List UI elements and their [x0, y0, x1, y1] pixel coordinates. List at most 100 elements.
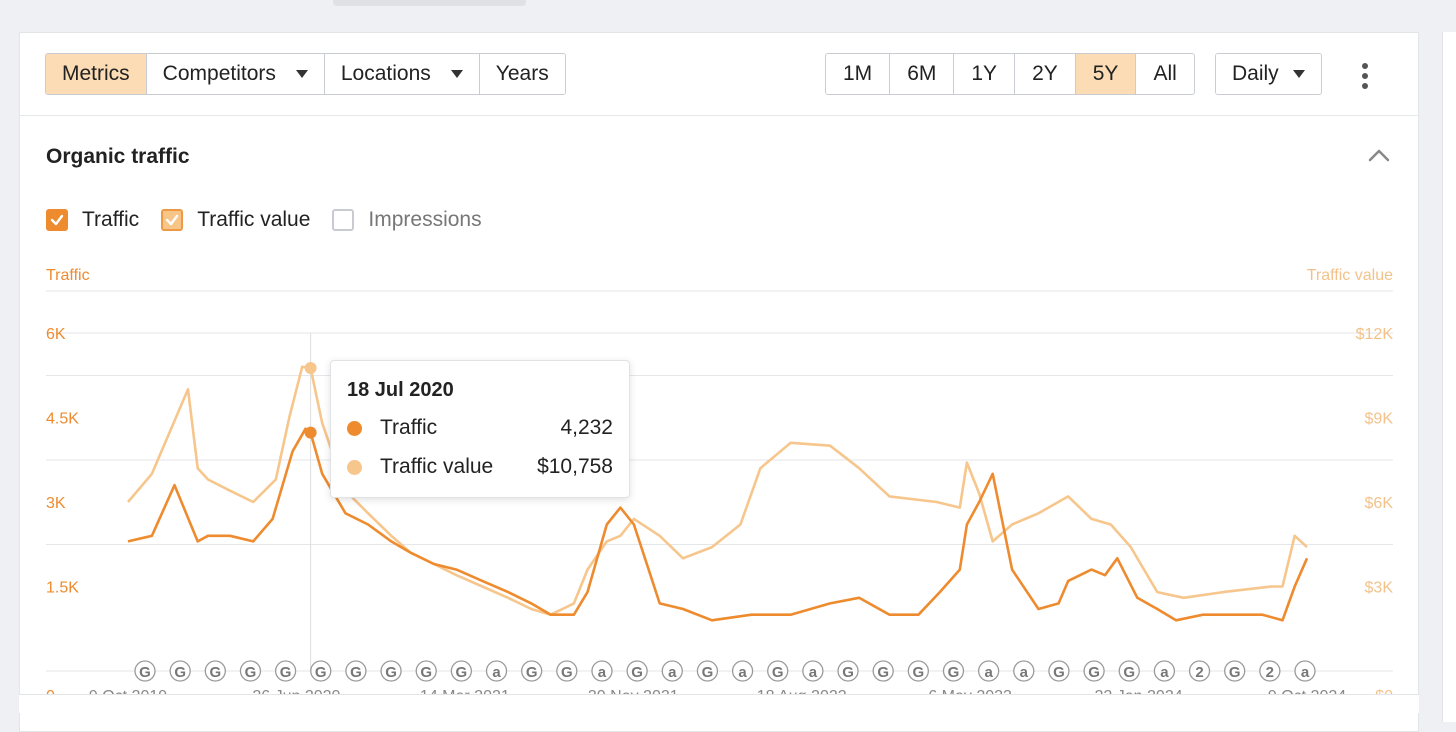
- svg-text:G: G: [139, 664, 151, 681]
- hover-tooltip: 18 Jul 2020 Traffic 4,232 Traffic value …: [330, 360, 630, 498]
- event-marker-google-update[interactable]: G: [380, 660, 402, 682]
- checkbox-checked-icon[interactable]: [161, 209, 184, 231]
- series-toggles: Traffic Traffic value Impressions: [46, 208, 504, 232]
- range-all-button[interactable]: All: [1136, 54, 1194, 94]
- next-card-edge: [19, 694, 1419, 713]
- svg-text:G: G: [842, 664, 854, 681]
- right-tick-label: $0: [1375, 688, 1393, 698]
- range-2y-button[interactable]: 2Y: [1015, 54, 1076, 94]
- event-marker-cluster[interactable]: 2: [1259, 660, 1281, 682]
- traffic-value-toggle[interactable]: Traffic value: [161, 208, 310, 232]
- event-marker-annotation[interactable]: a: [1153, 660, 1176, 682]
- organic-traffic-chart[interactable]: Traffic Traffic value 0 1.5K 3K 4.5K 6K $0 $3…: [20, 258, 1418, 698]
- event-marker-google-update[interactable]: G: [345, 660, 367, 682]
- event-marker-google-update[interactable]: G: [310, 660, 332, 682]
- x-tick-label: 18 Aug 2022: [757, 688, 847, 698]
- x-tick-label: 14 Mar 2021: [420, 688, 510, 698]
- event-marker-google-update[interactable]: G: [872, 660, 894, 682]
- event-marker-google-update[interactable]: G: [696, 660, 719, 682]
- kebab-vertical-icon[interactable]: [1354, 61, 1376, 91]
- toolbar-metrics-button[interactable]: Metrics: [46, 54, 147, 94]
- toolbar-competitors-button[interactable]: Competitors: [146, 54, 325, 94]
- event-marker-google-update[interactable]: G: [1048, 660, 1070, 682]
- checkbox-unchecked-icon[interactable]: [332, 209, 355, 231]
- svg-text:G: G: [877, 664, 889, 681]
- event-marker-cluster[interactable]: 2: [1188, 660, 1211, 682]
- toolbar-years-button[interactable]: Years: [479, 54, 565, 94]
- tooltip-row-traffic: Traffic 4,232: [347, 414, 613, 442]
- chart-toolbar: Metrics Competitors Locations Years 1M 6M 1Y 2…: [20, 33, 1418, 116]
- range-1m-button[interactable]: 1M: [826, 54, 891, 94]
- event-marker-google-update[interactable]: G: [239, 660, 262, 682]
- event-marker-annotation[interactable]: a: [802, 660, 824, 682]
- event-marker-annotation[interactable]: a: [977, 660, 1000, 682]
- event-marker-google-update[interactable]: G: [1083, 660, 1105, 682]
- range-1y-button[interactable]: 1Y: [954, 54, 1016, 94]
- svg-text:G: G: [1229, 664, 1241, 681]
- event-marker-google-update[interactable]: G: [837, 660, 859, 682]
- x-tick-label: 9 Oct 2024: [1268, 688, 1346, 698]
- range-6m-button[interactable]: 6M: [890, 54, 955, 94]
- impressions-toggle[interactable]: Impressions: [332, 208, 482, 232]
- tooltip-series-name: Traffic: [380, 416, 438, 439]
- svg-text:a: a: [1020, 664, 1029, 681]
- event-marker-google-update[interactable]: G: [1118, 660, 1140, 682]
- event-marker-google-update[interactable]: G: [134, 660, 156, 682]
- event-marker-google-update[interactable]: G: [415, 660, 437, 682]
- traffic-toggle[interactable]: Traffic: [46, 208, 139, 232]
- event-marker-annotation[interactable]: a: [1294, 660, 1316, 682]
- svg-text:G: G: [526, 664, 538, 681]
- series-line-traffic-value: [127, 365, 1308, 616]
- traffic-toggle-label: Traffic: [82, 208, 140, 231]
- svg-text:a: a: [1301, 664, 1310, 681]
- event-marker-google-update[interactable]: G: [626, 660, 648, 682]
- event-marker-google-update[interactable]: G: [767, 660, 789, 682]
- event-marker-annotation[interactable]: a: [485, 660, 508, 682]
- event-marker-google-update[interactable]: G: [450, 660, 473, 682]
- toolbar-button-label: Metrics: [62, 62, 130, 85]
- event-marker-google-update[interactable]: G: [942, 660, 965, 682]
- svg-text:a: a: [984, 664, 993, 681]
- svg-text:a: a: [668, 664, 677, 681]
- svg-text:G: G: [948, 664, 960, 681]
- tooltip-series-value: 4,232: [560, 416, 613, 439]
- svg-text:a: a: [809, 664, 818, 681]
- event-marker-annotation[interactable]: a: [591, 660, 613, 682]
- right-tick-label: $9K: [1365, 411, 1394, 428]
- event-marker-google-update[interactable]: G: [907, 660, 929, 682]
- event-marker-google-update[interactable]: G: [556, 660, 578, 682]
- event-marker-google-update[interactable]: G: [521, 660, 543, 682]
- time-range-group: 1M 6M 1Y 2Y 5Y All: [825, 53, 1195, 95]
- toolbar-button-label: Years: [495, 62, 549, 85]
- granularity-button[interactable]: Daily: [1216, 54, 1321, 94]
- svg-text:G: G: [280, 664, 292, 681]
- svg-text:a: a: [738, 664, 747, 681]
- svg-text:a: a: [492, 664, 501, 681]
- chevron-up-icon[interactable]: [1368, 147, 1390, 163]
- traffic-dot-icon: [347, 420, 362, 436]
- granularity-select[interactable]: Daily: [1215, 53, 1322, 95]
- range-5y-button[interactable]: 5Y: [1075, 54, 1137, 94]
- svg-text:G: G: [420, 664, 432, 681]
- view-mode-group: Metrics Competitors Locations Years: [45, 53, 566, 95]
- traffic-value-dot-icon: [347, 459, 362, 475]
- tooltip-date: 18 Jul 2020: [347, 379, 454, 401]
- event-marker-annotation[interactable]: a: [661, 660, 683, 682]
- top-tab-indicator: [333, 0, 526, 6]
- event-marker-annotation[interactable]: a: [731, 660, 754, 682]
- event-marker-annotation[interactable]: a: [1013, 660, 1035, 682]
- event-marker-google-update[interactable]: G: [274, 660, 297, 682]
- event-marker-google-update[interactable]: G: [169, 660, 191, 682]
- checkbox-checked-icon[interactable]: [46, 209, 68, 231]
- right-tick-label: $12K: [1356, 326, 1394, 343]
- toolbar-locations-button[interactable]: Locations: [324, 54, 480, 94]
- section-title: Organic traffic: [46, 145, 190, 168]
- x-tick-label: 6 May 2023: [928, 688, 1012, 698]
- svg-text:G: G: [174, 664, 186, 681]
- svg-text:G: G: [385, 664, 397, 681]
- event-marker-google-update[interactable]: G: [1224, 660, 1246, 682]
- svg-text:G: G: [209, 664, 221, 681]
- event-marker-google-update[interactable]: G: [204, 660, 226, 682]
- chevron-down-icon: [295, 70, 308, 78]
- x-tick-label: 30 Nov 2021: [588, 688, 679, 698]
